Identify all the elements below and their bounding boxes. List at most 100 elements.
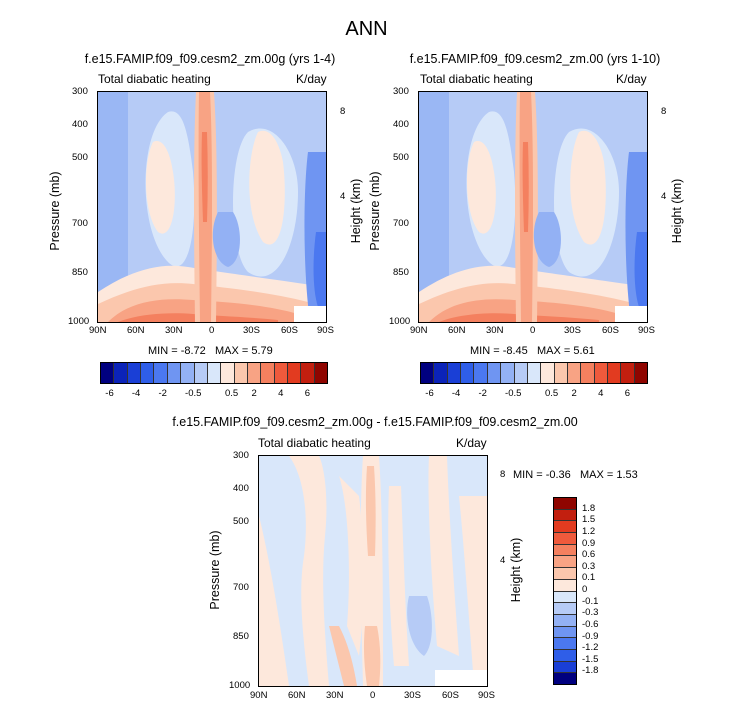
panel1-colorbar-swatch — [288, 363, 302, 383]
panel1-colorbar-swatch — [234, 363, 248, 383]
panel2-colorbar-label: -0.5 — [505, 388, 522, 399]
panel1-colorbar-label: -4 — [131, 388, 141, 399]
panel1-min-value: -8.72 — [180, 345, 206, 357]
panel2-colorbar-label: -4 — [451, 388, 461, 399]
panel2-colorbar-swatch — [567, 363, 582, 383]
panel2-colorbar-label: -2 — [478, 388, 487, 399]
panel2-ytick: 300 — [393, 86, 409, 97]
panel3-ytick-right: 8 — [500, 469, 506, 480]
panel3-max-label: MAX = — [579, 469, 614, 481]
panel3-colorbar-swatch — [554, 591, 576, 604]
panel2-colorbar-swatch — [447, 363, 462, 383]
panel1-max-label: MAX = — [214, 345, 249, 357]
panel3-colorbar-label: 0.6 — [582, 549, 596, 561]
panel2-colorbar-label: 4 — [598, 388, 604, 399]
panel2-plot — [418, 91, 648, 323]
panel3-min-value: -0.36 — [545, 469, 571, 481]
panel3-colorbar-swatch — [554, 544, 576, 557]
panel2-xtick: 60N — [448, 325, 466, 336]
panel3-colorbar-label: -0.1 — [582, 595, 599, 607]
panel1-ylabel-right: Height (km) — [349, 178, 363, 244]
panel1-ytick: 850 — [72, 267, 88, 278]
panel1-plot — [97, 91, 327, 323]
panel3-ytick: 500 — [233, 516, 249, 527]
panel3-colorbar-label: -0.9 — [582, 630, 599, 642]
panel2-colorbar-swatch — [514, 363, 528, 383]
panel1-title: f.e15.FAMIP.f09_f09.cesm2_zm.00g (yrs 1-… — [84, 52, 336, 66]
panel2-ytick: 850 — [393, 267, 409, 278]
panel1-colorbar-swatch — [221, 363, 235, 383]
panel2-min-value: -8.45 — [502, 345, 528, 357]
panel2-colorbar — [420, 362, 648, 384]
panel3-xtick: 60S — [442, 690, 459, 701]
panel3-ytick: 300 — [233, 450, 249, 461]
panel1-colorbar-swatch — [207, 363, 222, 383]
panel3-colorbar-swatch — [554, 626, 576, 639]
panel3-xtick: 0 — [370, 690, 376, 701]
panel2-colorbar-swatch — [608, 363, 622, 383]
panel3-colorbar — [553, 497, 577, 685]
panel1-xtick: 0 — [209, 325, 215, 336]
panel3-colorbar-label: -0.6 — [582, 618, 599, 630]
panel3-colorbar-swatch — [554, 661, 576, 674]
panel1-ytick: 300 — [72, 86, 88, 97]
panel1-ytick: 500 — [72, 152, 88, 163]
panel1-xtick: 60N — [127, 325, 145, 336]
panel1-ytick: 1000 — [68, 316, 90, 327]
panel1-colorbar-swatch — [274, 363, 289, 383]
panel1-xtick: 30N — [165, 325, 183, 336]
panel3-colorbar-label: -1.2 — [582, 642, 599, 654]
panel3-colorbar-label: -0.3 — [582, 607, 599, 619]
panel3-colorbar-swatch — [554, 603, 576, 615]
panel3-xtick: 90N — [250, 690, 268, 701]
panel1-ytick-right: 4 — [340, 191, 346, 202]
panel2-colorbar-label: -6 — [425, 388, 434, 399]
panel2-min-label: MIN = — [470, 345, 500, 357]
panel3-ylabel-right: Height (km) — [509, 537, 523, 603]
panel3-colorbar-swatch — [554, 498, 576, 510]
panel3-colorbar-label: 0.3 — [582, 560, 596, 572]
panel2-colorbar-swatch — [474, 363, 488, 383]
panel1-colorbar-label: 2 — [251, 388, 257, 399]
panel3-title: f.e15.FAMIP.f09_f09.cesm2_zm.00g - f.e15… — [172, 415, 578, 429]
panel3-colorbar-label: 0.9 — [582, 537, 596, 549]
panel2-colorbar-label: 6 — [624, 388, 630, 399]
panel3-xtick: 60N — [288, 690, 306, 701]
panel3-xtick: 90S — [478, 690, 495, 701]
panel2-colorbar-swatch — [421, 363, 435, 383]
panel3-colorbar-swatch — [554, 638, 576, 650]
panel1-units-label: K/day — [296, 72, 327, 86]
panel3-colorbar-swatch — [554, 649, 576, 662]
panel2-xtick: 90N — [410, 325, 428, 336]
panel3-plot — [258, 455, 488, 687]
panel2-colorbar-label: 2 — [571, 388, 577, 399]
panel2-xtick: 30N — [486, 325, 504, 336]
panel2-xtick: 60S — [602, 325, 619, 336]
panel2-colorbar-swatch — [501, 363, 515, 383]
panel3-ytick: 700 — [233, 582, 249, 593]
panel1-xtick: 90S — [317, 325, 334, 336]
panel2-colorbar-swatch — [581, 363, 595, 383]
panel3-xtick: 30S — [404, 690, 421, 701]
panel1-ytick-right: 8 — [340, 106, 346, 117]
panel3-ytick-right: 4 — [500, 555, 506, 566]
panel1-colorbar-swatch — [154, 363, 168, 383]
panel3-colorbar-swatch — [554, 568, 576, 580]
panel2-xtick: 0 — [530, 325, 536, 336]
panel3-colorbar-swatch — [554, 556, 576, 569]
panel1-colorbar-swatch — [194, 363, 208, 383]
panel2-colorbar-swatch — [541, 363, 555, 383]
panel2-xtick: 30S — [564, 325, 581, 336]
panel3-colorbar-swatch — [554, 673, 576, 684]
panel1-xtick: 30S — [243, 325, 260, 336]
panel2-units-label: K/day — [616, 72, 647, 86]
panel1-colorbar-swatch — [141, 363, 155, 383]
panel3-colorbar-swatch — [554, 579, 576, 592]
panel1-colorbar-swatch — [167, 363, 182, 383]
panel3-colorbar-label: 1.2 — [582, 525, 596, 537]
panel3-xtick: 30N — [326, 690, 344, 701]
panel1-colorbar-swatch — [181, 363, 195, 383]
panel2-colorbar-swatch — [634, 363, 648, 383]
panel2-colorbar-label: 0.5 — [544, 388, 559, 399]
panel2-variable-label: Total diabatic heating — [420, 72, 533, 86]
